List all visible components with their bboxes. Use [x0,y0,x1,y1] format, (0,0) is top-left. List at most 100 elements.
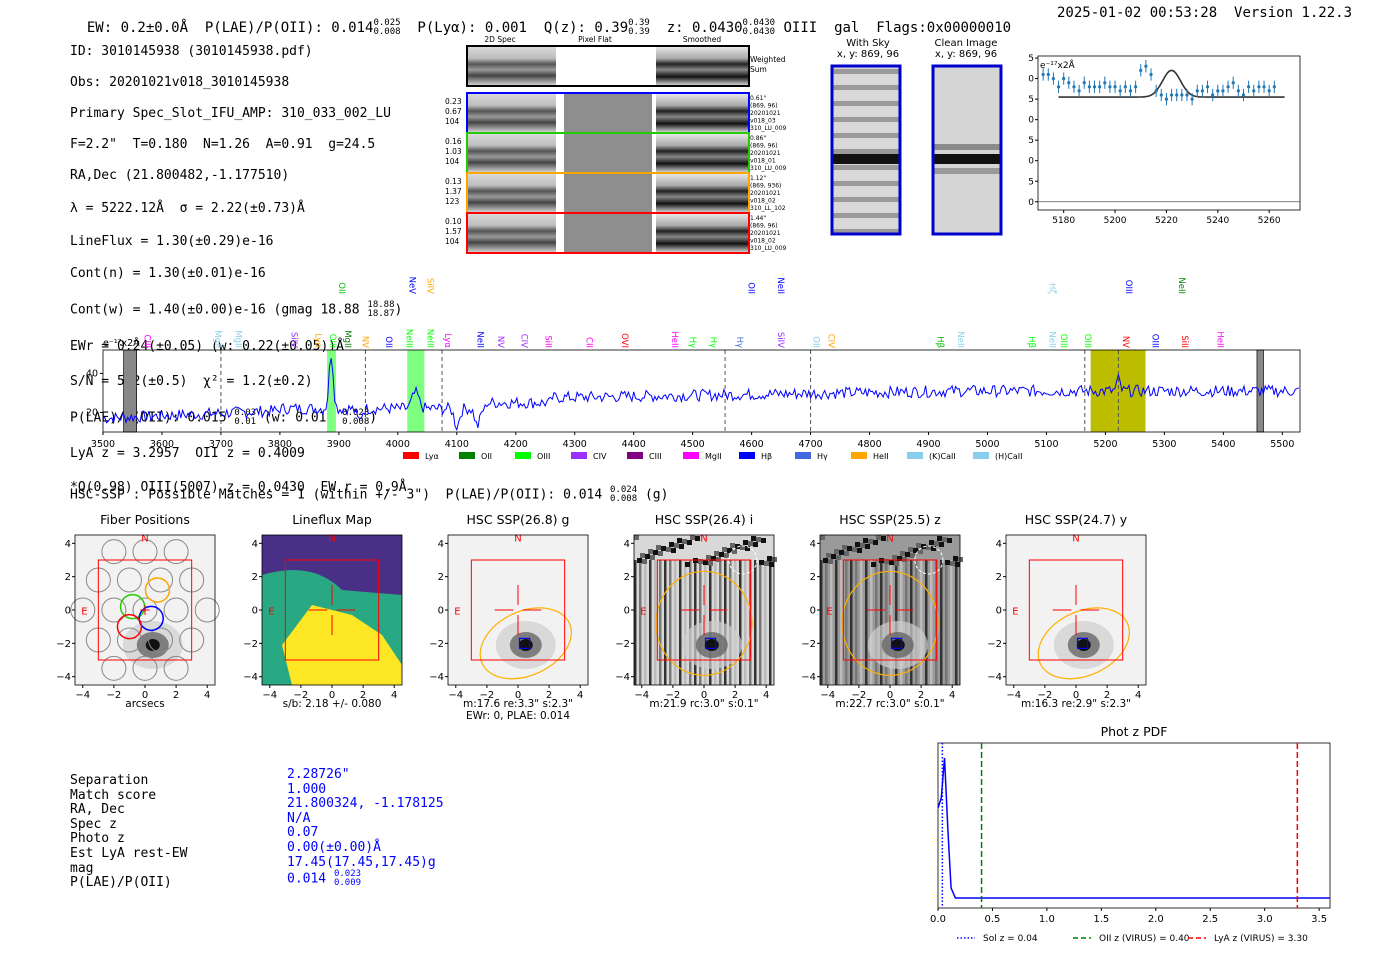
zoom-ytick: 30 [1028,75,1034,85]
legend-swatch [739,452,755,459]
cutout-row-meta: 20201021 [750,190,781,197]
info-plae-w-sub: 0.008 [342,417,370,428]
panel-ytick: −4 [243,672,258,683]
panel-ytick: 4 [996,539,1002,550]
cutout-row-l2: 0.67 [445,107,462,116]
panel-ytick: −4 [987,672,1002,683]
cutout-row-meta: 20201021 [750,150,781,157]
panel-xtick: 4 [577,690,583,701]
panel-ytick: −2 [615,639,630,650]
cutout-panel: N E 4 2 0 −2 −4 −4 −2 0 2 4 [243,534,403,701]
legend-label: CIII [649,452,662,461]
panel-caption: arcsecs [125,698,165,710]
match-value: 0.014 0.023 0.009 [287,870,444,888]
search-box [656,559,752,661]
legend-swatch [515,452,531,459]
spectrum-xtick: 3800 [268,439,292,450]
panel-ytick: −2 [56,639,71,650]
zoom-ytick: 10 [1028,157,1034,167]
neighbor-circle [914,545,944,575]
fiber-circle [116,627,142,653]
cutout-row-meta: (869, 96) [750,143,778,150]
panel-xtick: −2 [480,690,495,701]
cutout-panel: N E 4 2 0 −2 −4 −4 −2 0 2 4 [429,534,589,701]
line-label: CIV [825,334,835,348]
cutout-row-meta: 1.12" [750,175,766,182]
hsc-title: HSC-SSP : Possible Matches = 1 (within +… [70,486,668,504]
match-value: N/A [287,810,311,826]
legend-swatch [795,452,811,459]
pdf-curve [937,757,1330,899]
search-box [97,559,193,661]
line-label: SiII [542,335,552,348]
zoom-ytick: 5 [1028,177,1034,187]
info-contw-row: Cont(w) = 1.40(±0.00)e-16 (gmag 18.88 18… [70,300,403,320]
info-fit: F=2.2" T=0.180 N=1.26 A=0.91 g=24.5 [70,137,376,153]
line-label: OIII [1058,334,1068,348]
cutout-row-l1: 0.13 [445,177,462,186]
clean-image-title: Clean Image x, y: 869, 96 [926,38,1006,60]
header-qz-sub: 0.39 [628,27,650,37]
spectrum-trace [102,358,1300,432]
panel-title: Fiber Positions [100,512,190,527]
east-marker: E [268,607,274,618]
panel-xtick: 0 [515,690,521,701]
north-marker: N [141,534,148,545]
spectrum-xtick: 3700 [209,439,233,450]
search-box [284,559,380,661]
cutout-row-l1: 0.16 [445,137,462,146]
cutout-row-meta: (869, 96) [750,223,778,230]
panel-xtick: 4 [391,690,397,701]
panel-ytick: 2 [810,572,816,583]
galaxy-core [704,639,719,651]
north-marker: N [514,534,521,545]
aperture-ellipse [841,570,939,676]
search-box [1028,559,1124,661]
fiber-circle-highlight [138,605,164,632]
spectrum-xtick: 4700 [798,439,822,450]
panel-xtick: −2 [1038,690,1053,701]
cutout-row-meta: v018_02 [750,238,776,245]
panel-xtick: 0 [701,690,707,701]
match-value: 17.45(17.45,17.45)g [287,854,436,870]
line-label: OIII [1082,334,1092,348]
spectrum-unit: e⁻¹⁷x2Å [103,337,140,349]
aperture-ellipse [1037,607,1130,680]
match-label: P(LAE)/P(OII) [70,875,172,891]
cutout-row-frame [466,212,750,254]
panel-xtick: −4 [262,690,277,701]
info-primary: Primary Spec_Slot_IFU_AMP: 310_033_002_L… [70,105,391,121]
match-marker [890,637,903,649]
cutout-panel: N E 4 2 0 −2 −4 −4 −2 0 2 4 [801,534,963,701]
info-contw-sup: 18.88 [367,300,395,311]
photoz-legend-label: Sol z = 0.04 [983,934,1038,944]
cutout-panel-wrap: N E 4 2 0 −2 −4 −4 −2 0 2 4 [240,530,420,714]
panel-ytick: −2 [429,639,444,650]
line-label: CIII [141,335,151,348]
legend-label: CIV [593,452,607,461]
spectrum-ytick: 20 [86,407,98,418]
photoz-xtick: 0.0 [930,914,946,925]
north-marker: N [1072,534,1079,545]
header-qz-sup: 0.39 [628,18,650,28]
info-lineflux: LineFlux = 1.30(±0.29)e-16 [70,233,274,249]
cutout-grid: 2D Spec Pixel Flat Smoothed Weighted Sum… [445,35,787,254]
full-spectrum-plot: 40 20 3500 3600 3700 3800 3900 4000 4100 4200 4300… [86,277,1301,461]
spectrum-legend: Lyα OII OIII CIV CIII MgII Hβ Hγ HeII (K)CaII (H)C… [403,452,1022,461]
fiber-circle [163,597,189,623]
east-marker: E [1012,607,1018,618]
panel-ytick: 2 [438,572,444,583]
panel-xtick: −2 [666,690,681,701]
detection-info: ID: 3010145938 (3010145938.pdf) Obs: 202… [70,28,407,511]
match-label: Match score [70,787,157,803]
cutout-sum-label: Sum [750,65,767,74]
match-labels: Separation Match score RA, Dec Spec z Photo … [70,773,187,891]
cutout-panel: N E 4 2 0 −2 −4 −4 −2 0 2 4 [615,534,777,701]
fiber-circle [163,539,189,565]
panel-xtick: 2 [173,690,179,701]
line-label: CIV [519,334,529,348]
photoz-title: Phot z PDF [1100,724,1168,739]
zoom-fit-plot: 35 30 25 20 15 10 5 0 5180 5200 5220 5240 5260 e⁻¹⁷x2… [1028,54,1301,226]
panel-ytick: 4 [624,539,630,550]
